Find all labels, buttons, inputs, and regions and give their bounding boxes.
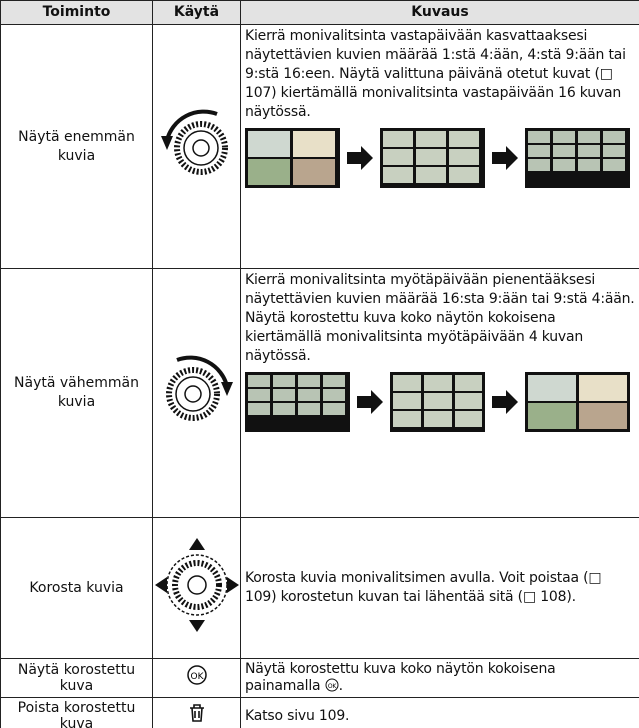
control-icon: OK [152,658,241,698]
description-text: Näytä korostettu kuva koko näytön kokois… [245,661,556,694]
multi-selector-icon [154,538,239,632]
row: Näytä vähemmän kuvia Kierrä monivalitsin… [0,268,639,518]
action: Näytä korostettu kuva [0,658,153,698]
header-cell: Kuvaus [240,0,639,25]
delete-icon [189,704,204,722]
control-icon [152,697,241,728]
ok-inline-icon: OK [325,678,339,692]
row: Korosta kuvia Korosta kuvia monivalitsim… [0,517,639,659]
svg-text:OK: OK [328,683,338,690]
action: Näytä vähemmän kuvia [0,268,153,518]
action: Näytä enemmän kuvia [0,24,153,269]
description-end: . [338,678,343,694]
header-cell: Toiminto [0,0,153,25]
svg-text:OK: OK [190,672,204,682]
row: Poista korostettu kuva Katso sivu 109. [0,697,639,728]
control-icon [152,24,241,269]
header-row: Toiminto Käytä Kuvaus [0,0,639,25]
description: Kierrä monivalitsinta vastapäivään kasva… [240,24,639,269]
ok-button-icon: OK [186,665,207,685]
row: Näytä korostettu kuva OK Näytä korostett… [0,658,639,698]
description: Kierrä monivalitsinta myötäpäivään piene… [240,268,639,518]
description: Katso sivu 109. [240,697,639,728]
thumbnail-sequence [245,372,630,432]
description: Näytä korostettu kuva koko näytön kokois… [240,658,639,698]
row: Näytä enemmän kuvia Kierrä monivalitsint… [0,24,639,269]
action: Korosta kuvia [0,517,153,659]
description-text: Kierrä monivalitsinta myötäpäivään piene… [245,272,635,364]
dial-ccw-icon [160,109,228,175]
control-icon [152,517,241,659]
action: Poista korostettu kuva [0,697,153,728]
dial-cw-icon [165,355,233,421]
header-cell: Käytä [152,0,241,25]
thumbnail-sequence [245,128,630,188]
control-icon [152,268,241,518]
description-text: Kierrä monivalitsinta vastapäivään kasva… [245,28,626,120]
description: Korosta kuvia monivalitsimen avulla. Voi… [240,517,639,659]
